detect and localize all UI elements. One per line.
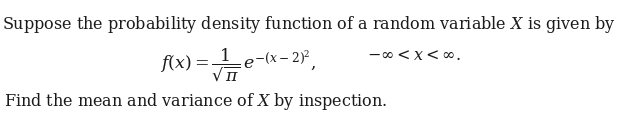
Text: Suppose the probability density function of a random variable $X$ is given by: Suppose the probability density function… [2,14,615,35]
Text: Find the mean and variance of $X$ by inspection.: Find the mean and variance of $X$ by ins… [4,91,387,112]
Text: $-\infty < x < \infty.$: $-\infty < x < \infty.$ [366,47,460,64]
Text: $f(x) = \dfrac{1}{\sqrt{\pi}}\,e^{-(x-2)^2},$: $f(x) = \dfrac{1}{\sqrt{\pi}}\,e^{-(x-2)… [160,47,315,84]
